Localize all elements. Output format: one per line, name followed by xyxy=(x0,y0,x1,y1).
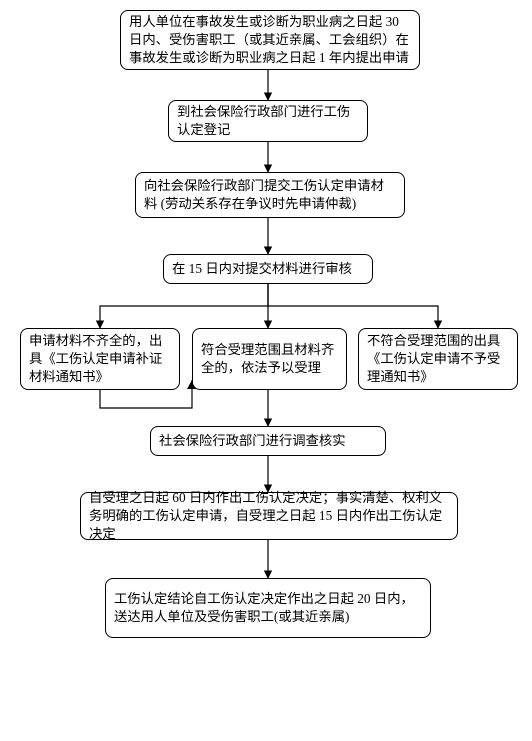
flow-node-n1: 用人单位在事故发生或诊断为职业病之日起 30 日内、受伤害职工（或其近亲属、工会… xyxy=(120,10,420,70)
flowchart-canvas: 用人单位在事故发生或诊断为职业病之日起 30 日内、受伤害职工（或其近亲属、工会… xyxy=(0,0,532,741)
flow-node-n5c: 不符合受理范围的出具《工伤认定申请不予受理通知书》 xyxy=(358,328,518,390)
flow-node-label: 自受理之日起 60 日内作出工伤认定决定；事实清楚、权利义务明确的工伤认定申请，… xyxy=(89,489,449,543)
flow-node-n7: 自受理之日起 60 日内作出工伤认定决定；事实清楚、权利义务明确的工伤认定申请，… xyxy=(80,492,458,540)
flow-node-n3: 向社会保险行政部门提交工伤认定申请材料 (劳动关系存在争议时先申请仲裁) xyxy=(135,172,405,218)
flow-node-n4: 在 15 日内对提交材料进行审核 xyxy=(163,254,373,284)
flow-node-label: 到社会保险行政部门进行工伤认定登记 xyxy=(177,103,359,139)
flow-node-label: 符合受理范围且材料齐全的，依法予以受理 xyxy=(201,341,338,377)
flow-node-n5b: 符合受理范围且材料齐全的，依法予以受理 xyxy=(192,328,347,390)
flow-node-n2: 到社会保险行政部门进行工伤认定登记 xyxy=(168,100,368,142)
flow-node-label: 工伤认定结论自工伤认定决定作出之日起 20 日内，送达用人单位及受伤害职工(或其… xyxy=(114,590,422,626)
flow-edge-n4-n5c xyxy=(268,284,438,328)
flow-node-label: 在 15 日内对提交材料进行审核 xyxy=(172,260,364,278)
flow-node-label: 用人单位在事故发生或诊断为职业病之日起 30 日内、受伤害职工（或其近亲属、工会… xyxy=(129,13,411,67)
flow-node-label: 社会保险行政部门进行调查核实 xyxy=(159,432,377,450)
flow-node-label: 申请材料不齐全的，出具《工伤认定申请补证材料通知书》 xyxy=(29,332,171,386)
flow-node-n5a: 申请材料不齐全的，出具《工伤认定申请补证材料通知书》 xyxy=(20,328,180,390)
flow-node-n8: 工伤认定结论自工伤认定决定作出之日起 20 日内，送达用人单位及受伤害职工(或其… xyxy=(105,578,431,638)
flow-node-label: 不符合受理范围的出具《工伤认定申请不予受理通知书》 xyxy=(367,332,509,386)
flow-node-label: 向社会保险行政部门提交工伤认定申请材料 (劳动关系存在争议时先申请仲裁) xyxy=(144,177,396,213)
flow-node-n6: 社会保险行政部门进行调查核实 xyxy=(150,426,386,456)
flow-edge-n4-n5a xyxy=(100,284,268,328)
